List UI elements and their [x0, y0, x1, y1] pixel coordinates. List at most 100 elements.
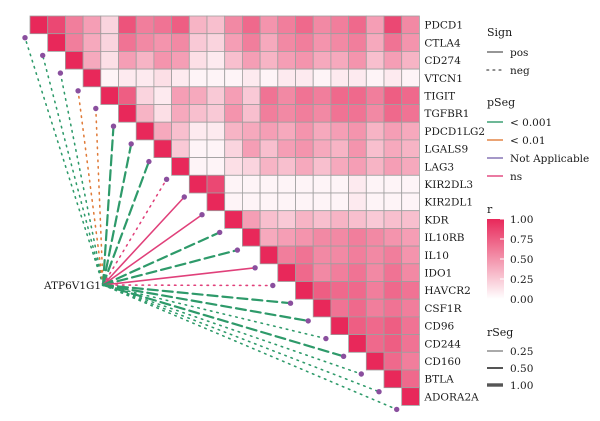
heatmap-cell-PDCD1-CSF1R — [312, 15, 332, 35]
heatmap-cell-VTCN1-KIR2DL1 — [206, 68, 226, 88]
legend-rseg-label-1: 0.25 — [510, 346, 533, 358]
heatmap-cell-CTLA4-CD160 — [365, 33, 385, 52]
heatmap-cell-CTLA4-TGFBR1 — [118, 33, 137, 52]
heatmap-cell-CD274-CSF1R — [312, 51, 332, 70]
heatmap-cell-CD274-ADORA2A — [401, 51, 420, 70]
heatmap-cell-IL10RB-HAVCR2 — [295, 227, 314, 247]
heatmap-cell-KIR2DL3-HAVCR2 — [295, 174, 314, 194]
gene-label-pdcd1: PDCD1 — [424, 20, 463, 32]
gene-label-kdr: KDR — [424, 214, 449, 226]
heatmap-cell-LAG3-LAG3 — [171, 157, 190, 176]
link-havcr2 — [101, 283, 292, 305]
heatmap-cell-KIR2DL3-KIR2DL1 — [206, 174, 226, 194]
heatmap-cell-LAG3-HAVCR2 — [295, 157, 314, 176]
heatmap-cell-KDR-BTLA — [383, 210, 403, 229]
heatmap-cell-KIR2DL1-KDR — [224, 192, 243, 212]
heatmap-cell-LAG3-CD96 — [330, 157, 349, 176]
heatmap-cell-LAG3-IL10RB — [241, 157, 261, 176]
heatmap-cell-LGALS9-IL10 — [259, 139, 279, 158]
heatmap-cell-TGFBR1-CD160 — [365, 104, 385, 123]
heatmap-cell-KDR-CD96 — [330, 210, 349, 229]
link-endpoint-vtcn1 — [75, 88, 81, 94]
heatmap-cell-PDCD1LG2-IL10 — [259, 121, 279, 141]
heatmap-cell-TIGIT-HAVCR2 — [295, 86, 314, 105]
link-cd96 — [102, 284, 327, 340]
gene-label-cd244: CD244 — [424, 338, 461, 350]
heatmap-cell-VTCN1-IL10RB — [241, 68, 261, 88]
heatmap-cell-CD96-CD160 — [365, 316, 385, 335]
link-endpoint-il10rb — [234, 247, 241, 253]
heatmap-cell-KDR-KDR — [224, 210, 243, 229]
heatmap-cell-TGFBR1-BTLA — [383, 104, 403, 123]
heatmap-cell-TIGIT-TGFBR1 — [118, 86, 137, 105]
link-endpoint-csf1r — [305, 318, 311, 324]
heatmap-cell-KIR2DL1-CSF1R — [312, 192, 332, 212]
heatmap-cell-CD274-LGALS9 — [153, 51, 172, 70]
link-lgals9 — [101, 160, 150, 287]
heatmap-cell-TIGIT-IL10RB — [241, 86, 261, 105]
heatmap-cell-LGALS9-LGALS9 — [153, 139, 172, 158]
link-endpoint-ido1 — [270, 282, 276, 289]
heatmap-cell-CTLA4-KIR2DL3 — [188, 33, 208, 52]
heatmap-cell-IDO1-IDO1 — [277, 263, 296, 282]
heatmap-cell-KIR2DL3-BTLA — [383, 174, 403, 194]
link-endpoint-ctla4 — [40, 52, 46, 59]
heatmap-cell-VTCN1-CSF1R — [312, 68, 332, 88]
heatmap-cell-IL10-HAVCR2 — [295, 245, 314, 265]
heatmap-cell-PDCD1-KIR2DL1 — [206, 15, 226, 35]
heatmap-cell-LAG3-KIR2DL3 — [188, 157, 208, 176]
link-endpoint-tgfbr1 — [110, 123, 117, 129]
heatmap-cell-LGALS9-KIR2DL1 — [206, 139, 226, 158]
gene-label-havcr2: HAVCR2 — [424, 285, 470, 297]
heatmap-cell-LAG3-CD160 — [365, 157, 385, 176]
heatmap-cell-CTLA4-KDR — [224, 33, 243, 52]
link-endpoint-pdcd1 — [22, 35, 28, 41]
heatmap-cell-CD274-VTCN1 — [82, 51, 102, 70]
link-cd274 — [59, 72, 104, 286]
heatmap-cell-HAVCR2-CD244 — [348, 281, 367, 300]
legend-rseg-label-2: 0.50 — [510, 363, 533, 375]
heatmap-cell-VTCN1-LAG3 — [171, 68, 190, 88]
heatmap-cell-CD274-CD244 — [348, 51, 367, 70]
heatmap-cell-KDR-ADORA2A — [401, 210, 420, 229]
link-cd160 — [102, 284, 363, 375]
heatmap-cell-KIR2DL3-KIR2DL3 — [188, 174, 208, 194]
heatmap-cell-KIR2DL3-CD160 — [365, 174, 385, 194]
heatmap-cell-TGFBR1-CD244 — [348, 104, 367, 123]
heatmap-cell-CTLA4-BTLA — [383, 33, 403, 52]
heatmap-cell-PDCD1-IDO1 — [277, 15, 296, 35]
gene-label-cd274: CD274 — [424, 55, 461, 67]
legend-r-tick-label: 1.00 — [510, 214, 533, 226]
heatmap-cell-PDCD1-TGFBR1 — [118, 15, 137, 35]
heatmap-cell-LGALS9-KDR — [224, 139, 243, 158]
heatmap-cell-PDCD1-ADORA2A — [401, 15, 420, 35]
heatmap-cell-LGALS9-CSF1R — [312, 139, 332, 158]
heatmap-cell-PDCD1LG2-HAVCR2 — [295, 121, 314, 141]
heatmap-cell-CTLA4-HAVCR2 — [295, 33, 314, 52]
heatmap-cell-KIR2DL1-CD160 — [365, 192, 385, 212]
heatmap-cell-HAVCR2-ADORA2A — [401, 281, 420, 300]
heatmap-cell-TGFBR1-LAG3 — [171, 104, 190, 123]
heatmap-cell-VTCN1-HAVCR2 — [295, 68, 314, 88]
heatmap-cell-IL10-IDO1 — [277, 245, 296, 265]
heatmap-cell-LAG3-CSF1R — [312, 157, 332, 176]
heatmap-cell-PDCD1-CD244 — [348, 15, 367, 35]
gene-label-ido1: IDO1 — [424, 267, 452, 279]
heatmap-cell-CTLA4-LAG3 — [171, 33, 190, 52]
heatmap-cell-KDR-CD244 — [348, 210, 367, 229]
heatmap-cell-CD274-IL10RB — [241, 51, 261, 70]
heatmap-cell-IDO1-CD160 — [365, 263, 385, 282]
heatmap-cell-CTLA4-CTLA4 — [47, 33, 66, 52]
heatmap-cell-LGALS9-BTLA — [383, 139, 403, 158]
link-endpoint-il10 — [252, 265, 258, 271]
heatmap-cell-IL10-BTLA — [383, 245, 403, 265]
heatmap-cell-LAG3-KIR2DL1 — [206, 157, 226, 176]
heatmap-cell-PDCD1-CTLA4 — [47, 15, 66, 35]
heatmap-cell-TIGIT-BTLA — [383, 86, 403, 105]
heatmap-cell-CD96-CD96 — [330, 316, 349, 335]
heatmap-cell-CD160-CD160 — [365, 351, 385, 371]
heatmap-cell-TIGIT-KDR — [224, 86, 243, 105]
heatmap-cell-LGALS9-IDO1 — [277, 139, 296, 158]
heatmap-cell-TIGIT-TIGIT — [100, 86, 119, 105]
heatmap-cell-KIR2DL1-CD96 — [330, 192, 349, 212]
